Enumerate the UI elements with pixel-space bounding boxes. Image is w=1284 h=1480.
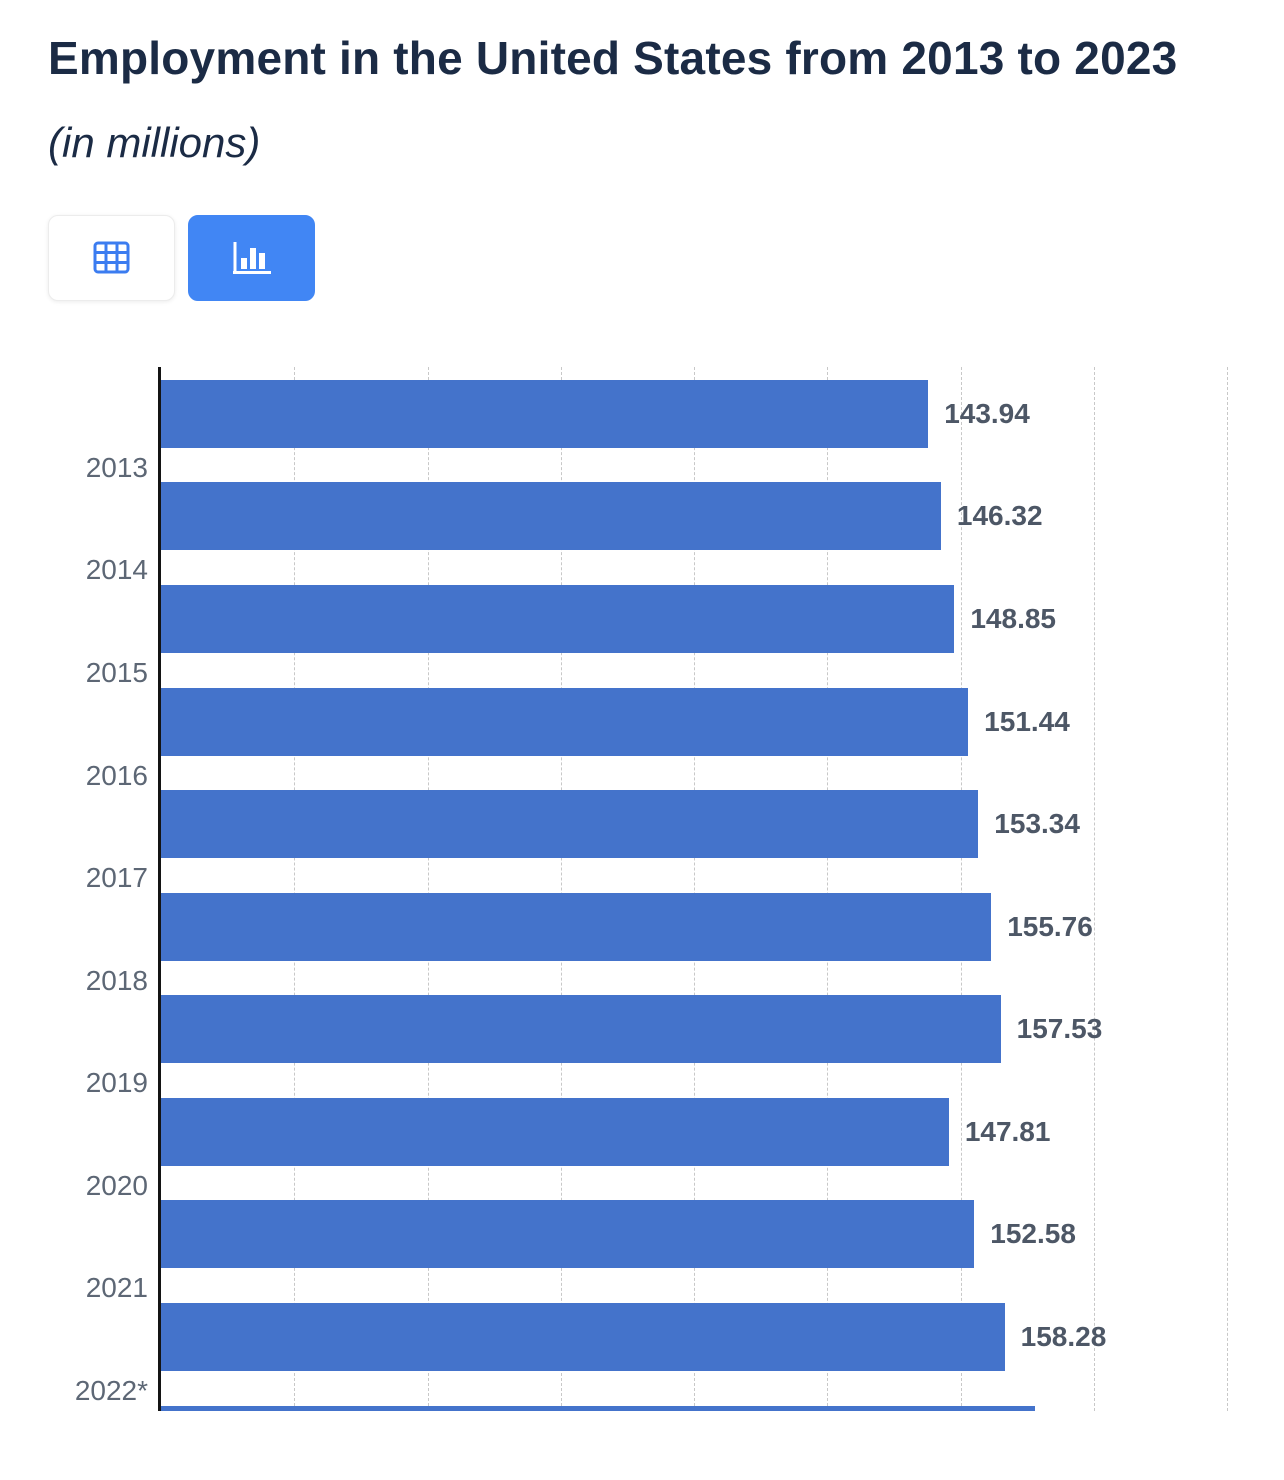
year-label: 2018 <box>85 964 148 996</box>
bar[interactable] <box>161 790 979 859</box>
bar[interactable] <box>161 995 1001 1064</box>
bar-track: 155.76 <box>161 892 1227 961</box>
year-label: 2016 <box>85 759 148 791</box>
year-label: 2022* <box>74 1375 148 1407</box>
value-label: 153.34 <box>994 808 1080 840</box>
bar-track: 143.94 <box>161 379 1227 448</box>
gridline <box>694 366 695 1411</box>
bar-row: 2022* 158.28 <box>48 1290 1236 1406</box>
bar[interactable] <box>161 482 941 551</box>
gridline <box>427 366 429 1411</box>
bar[interactable] <box>161 584 955 653</box>
bar[interactable] <box>161 1405 1036 1411</box>
year-label: 2017 <box>85 862 148 894</box>
table-grid-icon <box>93 241 130 274</box>
value-label: 146.32 <box>956 500 1043 532</box>
value-label: 155.76 <box>1007 910 1093 942</box>
bar-row: 2020 147.81 <box>48 1085 1236 1201</box>
bar-track: 158.28 <box>161 1303 1227 1372</box>
gridline <box>560 366 562 1411</box>
view-toggle <box>48 214 1236 301</box>
bar-rows: 2013 143.94 2014 146.32 2015 148.85 2016… <box>48 367 1236 1411</box>
gridline <box>1093 366 1095 1411</box>
bar-row <box>48 1393 1236 1411</box>
bar-track <box>161 1405 1227 1411</box>
bar-row: 2018 155.76 <box>48 880 1236 996</box>
value-label: 143.94 <box>944 397 1030 429</box>
value-label: 151.44 <box>984 705 1070 737</box>
year-label: 2014 <box>85 554 148 586</box>
page-title: Employment in the United States from 201… <box>48 32 1178 84</box>
bar[interactable] <box>161 1097 949 1166</box>
bar-track: 153.34 <box>161 790 1227 859</box>
bar-chart: 2013 143.94 2014 146.32 2015 148.85 2016… <box>48 366 1236 1411</box>
year-label: 2021 <box>85 1272 148 1304</box>
value-label: 148.85 <box>970 602 1056 634</box>
chart-card: Employment in the United States from 201… <box>48 32 1236 1411</box>
bar-row: 2013 143.94 <box>48 367 1236 483</box>
bar-track: 157.53 <box>161 995 1227 1064</box>
bar-row: 2019 157.53 <box>48 982 1236 1098</box>
bar-chart-icon <box>232 241 271 274</box>
chart-view-button[interactable] <box>188 214 315 301</box>
bar[interactable] <box>161 1303 1005 1372</box>
value-label: 158.28 <box>1020 1321 1107 1353</box>
bar-track: 152.58 <box>161 1200 1227 1269</box>
year-label: 2013 <box>85 451 148 483</box>
bar-track: 151.44 <box>161 687 1227 756</box>
value-label: 152.58 <box>990 1218 1076 1250</box>
gridline <box>294 366 296 1411</box>
bar[interactable] <box>161 379 929 448</box>
bar-track: 148.85 <box>161 584 1227 653</box>
gridline <box>1227 366 1228 1411</box>
year-label: 2020 <box>85 1169 148 1201</box>
gridline <box>960 366 962 1411</box>
bar-track: 146.32 <box>161 482 1227 551</box>
value-label: 147.81 <box>964 1115 1051 1147</box>
year-label: 2015 <box>85 656 148 688</box>
gridlines <box>161 366 1228 1411</box>
bar-track: 147.81 <box>161 1097 1227 1166</box>
bar-row: 2021 152.58 <box>48 1187 1236 1303</box>
table-view-button[interactable] <box>48 214 175 301</box>
value-label: 157.53 <box>1016 1013 1103 1045</box>
bar-row: 2017 153.34 <box>48 777 1236 893</box>
bar[interactable] <box>161 687 969 756</box>
y-axis-line <box>158 366 161 1411</box>
year-label: 2019 <box>85 1067 148 1099</box>
bar-row: 2014 146.32 <box>48 469 1236 585</box>
bar[interactable] <box>161 892 992 961</box>
bar-row: 2015 148.85 <box>48 572 1236 688</box>
gridline <box>827 366 829 1411</box>
bar[interactable] <box>161 1200 975 1269</box>
page-subtitle: (in millions) <box>48 118 261 166</box>
bar-row: 2016 151.44 <box>48 675 1236 791</box>
